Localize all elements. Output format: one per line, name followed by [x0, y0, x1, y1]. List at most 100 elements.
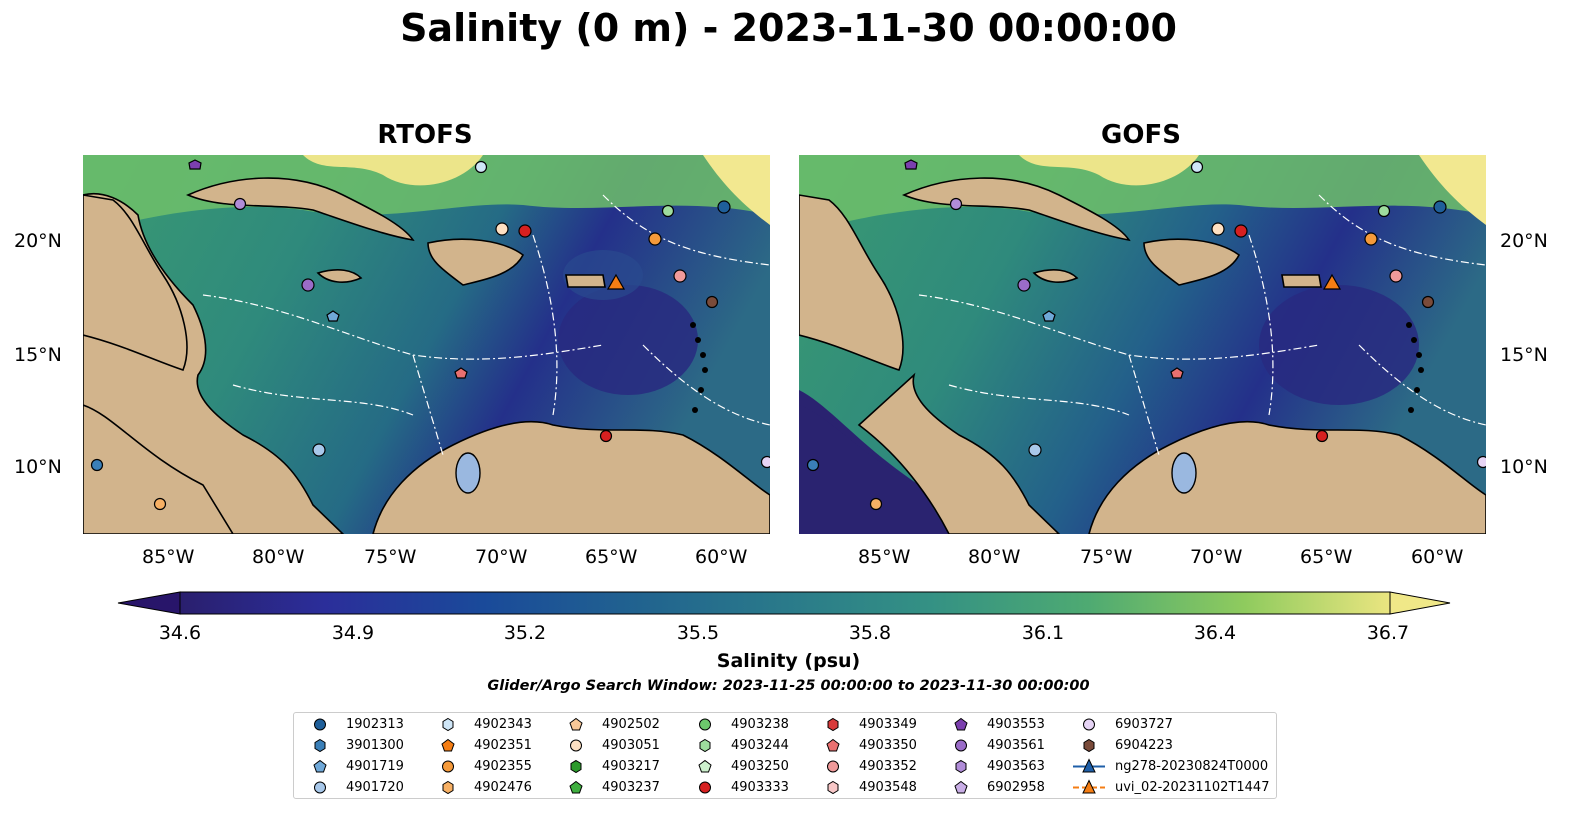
legend-item: 4902343	[430, 714, 532, 735]
legend-item-label: 6904223	[1115, 738, 1173, 753]
pentagon-marker-icon	[569, 717, 583, 731]
legend-item-label: 4902351	[474, 738, 532, 753]
lon-label-85w-b: 85°W	[858, 546, 911, 568]
legend-item: 3901300	[302, 735, 404, 756]
colorbar-tick: 36.7	[1366, 622, 1410, 644]
legend-item: 4903237	[558, 777, 660, 798]
hexagon-marker-icon	[442, 717, 454, 732]
colorbar-tick: 35.8	[848, 622, 892, 644]
lat-label-15n-right: 15°N	[1500, 344, 1548, 366]
lon-label-75w-a: 75°W	[364, 546, 417, 568]
legend-item: 4903350	[815, 735, 917, 756]
lon-label-80w-b: 80°W	[968, 546, 1021, 568]
pentagon-marker-icon	[954, 717, 968, 731]
legend-item-label: 4903352	[859, 759, 917, 774]
circle-marker-icon	[314, 718, 326, 731]
map-rtofs	[83, 155, 770, 534]
colorbar-tick: 35.5	[676, 622, 720, 644]
hexagon-marker-icon	[827, 717, 839, 732]
pentagon-marker-icon	[441, 738, 455, 752]
colorbar-tick: 34.9	[331, 622, 375, 644]
map-gofs	[799, 155, 1486, 534]
legend-item: 6902958	[943, 777, 1045, 798]
lon-label-75w-b: 75°W	[1080, 546, 1133, 568]
legend-item-label: uvi_02-20231102T1447	[1115, 780, 1270, 795]
hexagon-marker-icon	[827, 780, 839, 795]
colorbar-tick: 36.4	[1193, 622, 1237, 644]
legend-item: 4903561	[943, 735, 1045, 756]
hexagon-marker-icon	[1083, 738, 1095, 753]
legend-item-label: 4903051	[602, 738, 660, 753]
pentagon-marker-icon	[569, 780, 583, 794]
circle-marker-icon	[699, 718, 711, 731]
legend-item: 1902313	[302, 714, 404, 735]
hexagon-marker-icon	[570, 759, 582, 774]
legend-item: 4903051	[558, 735, 660, 756]
search-window-note: Glider/Argo Search Window: 2023-11-25 00…	[487, 678, 1090, 694]
pentagon-marker-icon	[313, 759, 327, 773]
legend-item-label: 4903217	[602, 759, 660, 774]
legend-item-label: 4902502	[602, 717, 660, 732]
lon-label-70w-b: 70°W	[1190, 546, 1243, 568]
legend-item-label: ng278-20230824T0000	[1115, 759, 1269, 774]
triangle-line-marker-icon	[1073, 779, 1105, 794]
legend-item-label: 4903563	[987, 759, 1045, 774]
legend-item: 4901719	[302, 756, 404, 777]
legend-item-label: 4901719	[346, 759, 404, 774]
panel-title-rtofs: RTOFS	[377, 120, 473, 150]
lat-label-20n-right: 20°N	[1500, 230, 1548, 252]
legend-item: 6903727	[1071, 714, 1173, 735]
legend-item: ng278-20230824T0000	[1071, 756, 1268, 777]
lat-label-10n-right: 10°N	[1500, 456, 1548, 478]
legend-item-label: 4903553	[987, 717, 1045, 732]
legend-item-label: 4903237	[602, 780, 660, 795]
lon-label-65w-a: 65°W	[585, 546, 638, 568]
lon-label-60w-a: 60°W	[695, 546, 748, 568]
legend-item-label: 4903333	[731, 780, 789, 795]
legend-item: 4903244	[687, 735, 789, 756]
circle-marker-icon	[570, 739, 582, 752]
legend-item: 4903217	[558, 756, 660, 777]
colorbar	[117, 591, 1451, 615]
legend-item-label: 4902476	[474, 780, 532, 795]
colorbar-tick: 34.6	[158, 622, 202, 644]
hexagon-marker-icon	[314, 738, 326, 753]
lat-label-20n-left: 20°N	[14, 230, 62, 252]
legend-item: 4903352	[815, 756, 917, 777]
legend-item: 4902476	[430, 777, 532, 798]
panel-title-gofs: GOFS	[1101, 120, 1181, 150]
legend-item-label: 4903548	[859, 780, 917, 795]
legend-item: 6904223	[1071, 735, 1173, 756]
circle-marker-icon	[442, 760, 454, 773]
pentagon-marker-icon	[954, 780, 968, 794]
legend-item-label: 4901720	[346, 780, 404, 795]
legend-item-label: 6902958	[987, 780, 1045, 795]
legend-item-label: 4903349	[859, 717, 917, 732]
legend-item-label: 4903561	[987, 738, 1045, 753]
hexagon-marker-icon	[955, 759, 967, 774]
colorbar-tick: 36.1	[1021, 622, 1065, 644]
legend-item-label: 3901300	[346, 738, 404, 753]
hexagon-marker-icon	[699, 738, 711, 753]
hexagon-marker-icon	[442, 780, 454, 795]
lon-label-70w-a: 70°W	[475, 546, 528, 568]
legend-item: 4903333	[687, 777, 789, 798]
legend-item: 4903238	[687, 714, 789, 735]
lon-label-80w-a: 80°W	[252, 546, 305, 568]
colorbar-tick: 35.2	[503, 622, 547, 644]
legend-item: 4902351	[430, 735, 532, 756]
page-title: Salinity (0 m) - 2023-11-30 00:00:00	[400, 6, 1177, 50]
legend-item: 4902355	[430, 756, 532, 777]
legend-item-label: 6903727	[1115, 717, 1173, 732]
legend-item: 4901720	[302, 777, 404, 798]
legend-item: 4903553	[943, 714, 1045, 735]
legend-item: 4903250	[687, 756, 789, 777]
lat-label-15n-left: 15°N	[14, 344, 62, 366]
lat-label-10n-left: 10°N	[14, 456, 62, 478]
circle-marker-icon	[827, 760, 839, 773]
circle-marker-icon	[314, 781, 326, 794]
pentagon-marker-icon	[826, 738, 840, 752]
legend-item-label: 4903350	[859, 738, 917, 753]
colorbar-label: Salinity (psu)	[716, 650, 861, 672]
circle-marker-icon	[955, 739, 967, 752]
